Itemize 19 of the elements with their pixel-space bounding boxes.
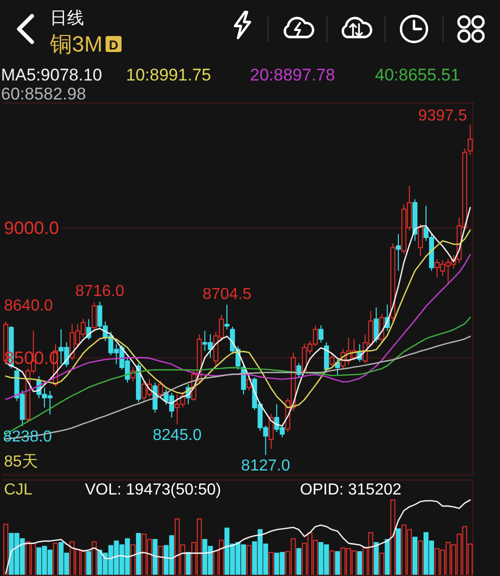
legend-label: 40:8655.51 bbox=[375, 66, 460, 84]
annotation: 8704.5 bbox=[202, 286, 252, 304]
annotation: 8640.0 bbox=[4, 298, 53, 314]
annotation: VOL: 19473(50:50) bbox=[85, 482, 222, 498]
chart-subtitle: 铜3M bbox=[50, 32, 103, 56]
annotation: 8127.0 bbox=[241, 457, 290, 474]
legend-label: 60:8582.98 bbox=[1, 84, 86, 104]
chart-title: CJL bbox=[4, 482, 32, 498]
annotation: D bbox=[108, 38, 118, 52]
legend-label: 20:8897.78 bbox=[250, 66, 336, 84]
legend-label: 10:8991.75 bbox=[126, 66, 212, 84]
annotation: OPID: 315202 bbox=[300, 482, 402, 498]
annotation: 85天 bbox=[4, 454, 38, 470]
annotation: 8716.0 bbox=[75, 283, 124, 300]
y-tick-label: 9000.0 bbox=[4, 218, 60, 238]
legend-label: MA5:9078.10 bbox=[1, 66, 102, 84]
chart-title: 日线 bbox=[50, 8, 84, 28]
annotation: 8245.0 bbox=[152, 426, 202, 444]
annotation: 9397.5 bbox=[418, 108, 467, 124]
